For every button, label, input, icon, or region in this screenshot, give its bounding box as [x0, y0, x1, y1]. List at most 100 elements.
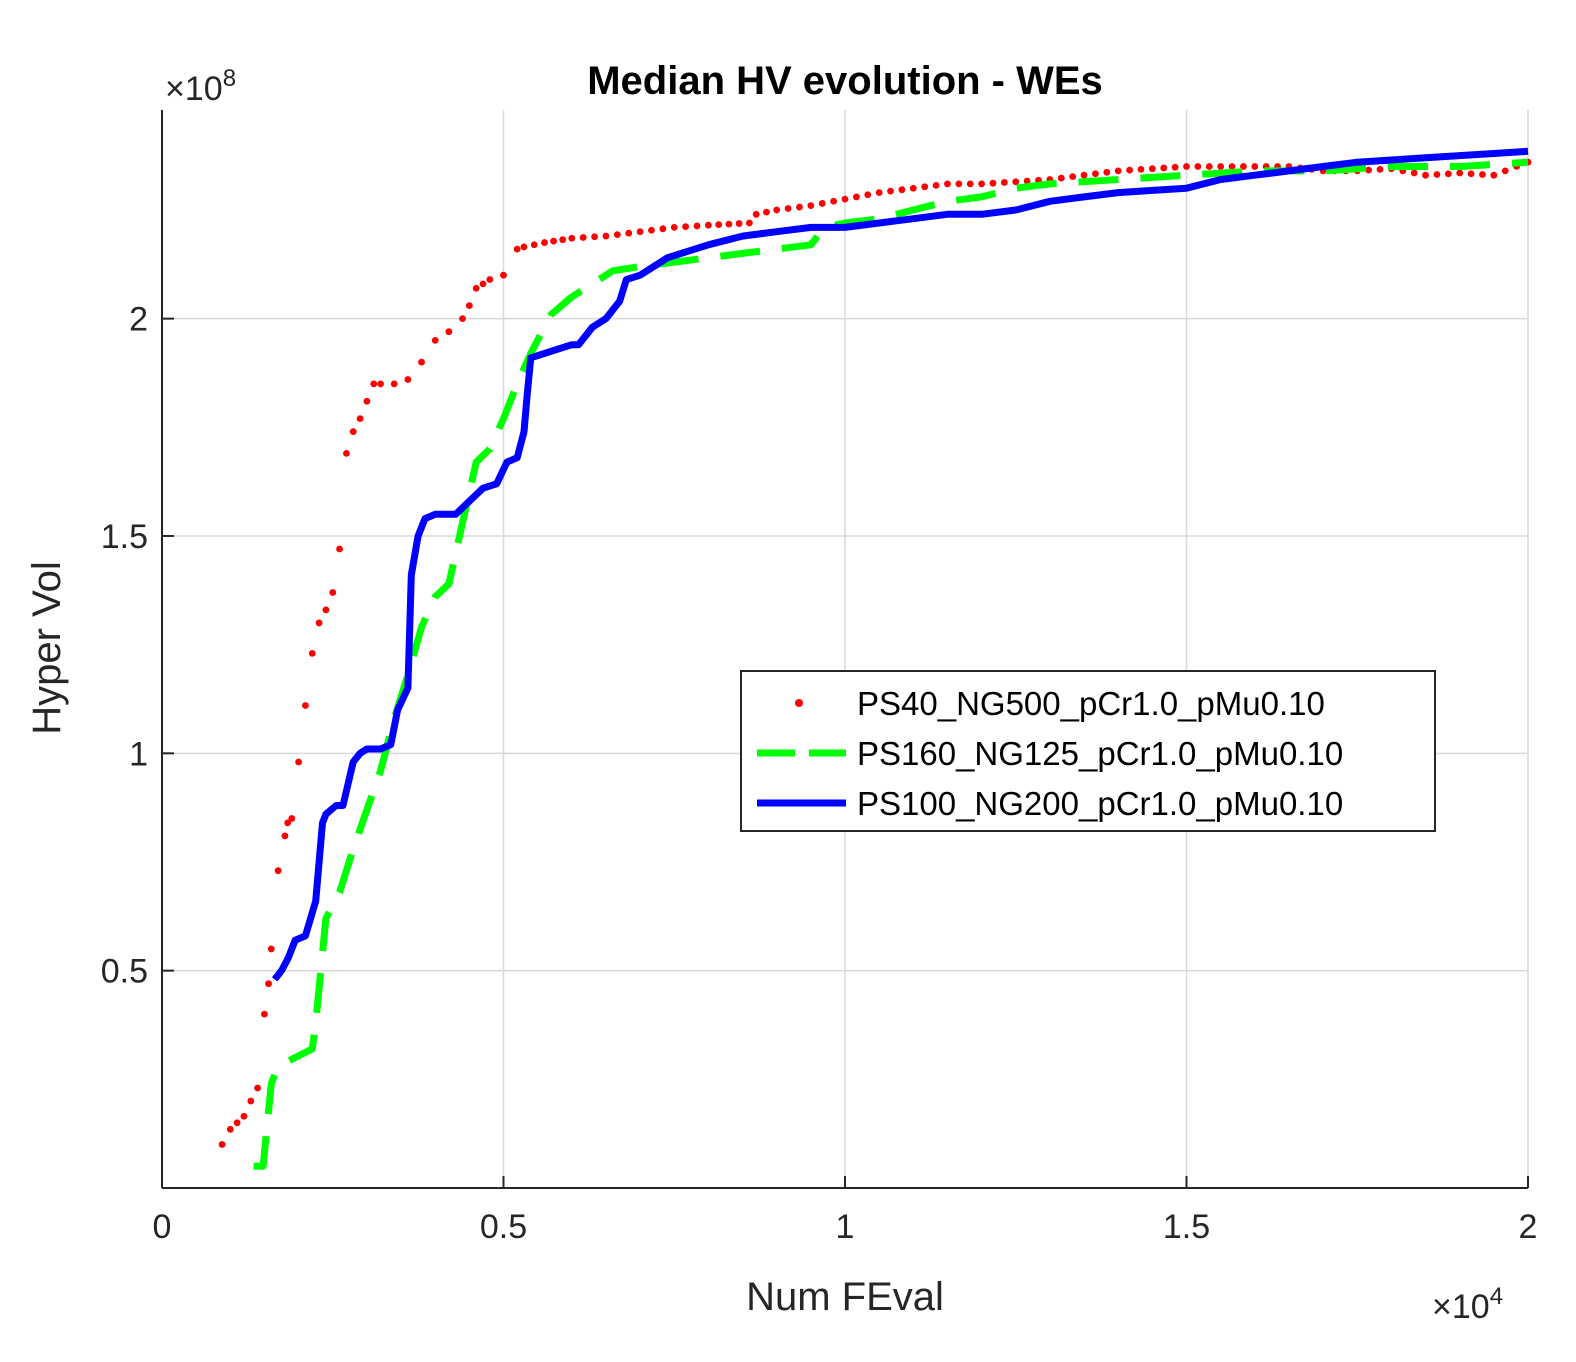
series-0-point-41-2: [625, 229, 633, 237]
series-0-point-14: [302, 702, 309, 709]
series-0-point-24: [370, 380, 378, 388]
series-0-point-39-1: [550, 237, 557, 245]
series-0-point-30: [445, 328, 453, 336]
series-0-point-40-2: [591, 233, 598, 241]
series-0-point-43: [670, 223, 678, 231]
series-0-point-19: [336, 545, 343, 553]
legend-swatches: [757, 699, 846, 807]
series-0-point-52-2: [966, 180, 974, 188]
series-0-point-27: [404, 376, 412, 383]
legend-entry-1: PS160_NG125_pCr1.0_pMu0.10: [857, 735, 1343, 772]
legend-box: [740, 670, 1436, 832]
series-0-point-32: [465, 302, 473, 310]
series-0-point-45: [745, 219, 753, 227]
tick-labels: 0 0.5 1 1.5 2 0.5 1 1.5 2: [101, 301, 1538, 1246]
series-0-point-53-2: [1000, 179, 1008, 186]
x-axis-label: Num FEval: [746, 1275, 944, 1319]
series-0-point-52: [944, 180, 951, 188]
series-0-point-28: [418, 358, 425, 366]
series-0-point-44: [705, 221, 712, 229]
series-0-point-66-2: [1444, 170, 1452, 178]
series-0-point-60: [1217, 163, 1225, 170]
series-0-point-7: [265, 980, 272, 988]
series-0-point-38: [520, 243, 528, 251]
series-0-point-42: [636, 228, 644, 236]
series-0-point-3: [240, 1112, 248, 1120]
series-0-point-48-1: [818, 200, 826, 207]
series-layer: [218, 147, 1532, 1170]
x-tick-label-3: 1.5: [1163, 1208, 1210, 1246]
series-0-point-0: [218, 1141, 226, 1148]
series-0-point-18: [329, 589, 337, 596]
x-axis-multiplier: ×104: [1432, 1283, 1503, 1326]
series-0-point-50: [875, 189, 883, 196]
y-multiplier-base: ×10: [165, 70, 223, 108]
series-0-point-21: [349, 428, 357, 436]
series-0-point-58-2: [1171, 163, 1179, 171]
series-0-point-29: [431, 336, 439, 344]
series-0-point-40: [568, 234, 576, 242]
series-0-point-49: [841, 195, 849, 203]
x-tick-label-4: 2: [1519, 1208, 1538, 1246]
series-0-point-56-1: [1092, 170, 1099, 178]
series-0-point-31: [459, 315, 466, 323]
series-0-point-11: [284, 819, 292, 827]
series-0-point-42-1: [648, 226, 655, 234]
x-multiplier-exponent: 4: [1490, 1283, 1503, 1310]
y-tick-label-3: 2: [129, 301, 148, 339]
legend-entry-0: PS40_NG500_pCr1.0_pMu0.10: [857, 685, 1325, 722]
series-0-point-54: [1012, 178, 1020, 186]
series-0-point-10: [281, 832, 289, 840]
series-0-point-49-2: [864, 191, 872, 199]
series-0-point-40-1: [579, 234, 587, 241]
x-tick-label-0: 0: [153, 1208, 172, 1246]
series-0-point-67-1: [1467, 170, 1475, 178]
x-tick-label-2: 1: [836, 1208, 855, 1246]
series-0-point-44-3: [735, 220, 743, 227]
series-0-point-67-2: [1479, 171, 1486, 178]
series-0-point-16: [315, 619, 323, 627]
series-0-point-53-1: [989, 179, 997, 187]
legend: PS40_NG500_pCr1.0_pMu0.10 PS160_NG125_pC…: [740, 670, 1436, 832]
series-0-point-59: [1183, 163, 1190, 170]
series-0-point-37: [513, 245, 521, 253]
series-0-point-66-1: [1433, 171, 1441, 178]
x-tick-label-1: 0.5: [480, 1208, 527, 1246]
series-0-point-4: [247, 1097, 255, 1105]
series-0-point-9: [274, 867, 282, 875]
series-0-point-35: [486, 276, 494, 283]
series-0-point-39-2: [559, 236, 567, 244]
series-0-point-64-1: [1365, 166, 1373, 174]
series-0-point-47-1: [784, 205, 792, 212]
series-0-point-5: [254, 1084, 262, 1092]
series-0-point-44-2: [725, 220, 733, 228]
y-axis-label: Hyper Vol: [25, 561, 69, 734]
series-0-point-60-2: [1240, 163, 1247, 170]
series-0-point-52-1: [955, 180, 963, 188]
series-0-point-23: [363, 397, 371, 405]
series-0-point-47-2: [796, 203, 803, 211]
series-0-point-38-1: [530, 241, 538, 249]
series-0-point-51-1: [921, 183, 929, 191]
series-0-point-25: [377, 380, 384, 388]
series-0-point-34: [479, 280, 487, 288]
series-0-point-6: [261, 1010, 268, 1018]
series-0-point-41: [602, 232, 610, 240]
series-0-point-51: [909, 184, 917, 192]
series-0-point-20: [343, 449, 350, 457]
series-2-line: [271, 147, 1529, 982]
series-0-point-48: [807, 202, 815, 210]
series-0-point-42-2: [659, 225, 667, 233]
series-0-point-22: [356, 415, 364, 423]
series-1-line: [253, 158, 1529, 1170]
series-0-point-57-2: [1137, 166, 1145, 173]
series-0-point-39: [541, 239, 548, 246]
series-0-point-65-2: [1410, 169, 1418, 177]
series-0-point-48-2: [830, 197, 838, 205]
legend-entry-2: PS100_NG200_pCr1.0_pMu0.10: [857, 785, 1343, 822]
y-tick-label-0: 0.5: [101, 953, 148, 991]
series-0-point-66: [1422, 171, 1429, 179]
axes: [161, 110, 1529, 1189]
series-0-point-33: [472, 284, 480, 292]
